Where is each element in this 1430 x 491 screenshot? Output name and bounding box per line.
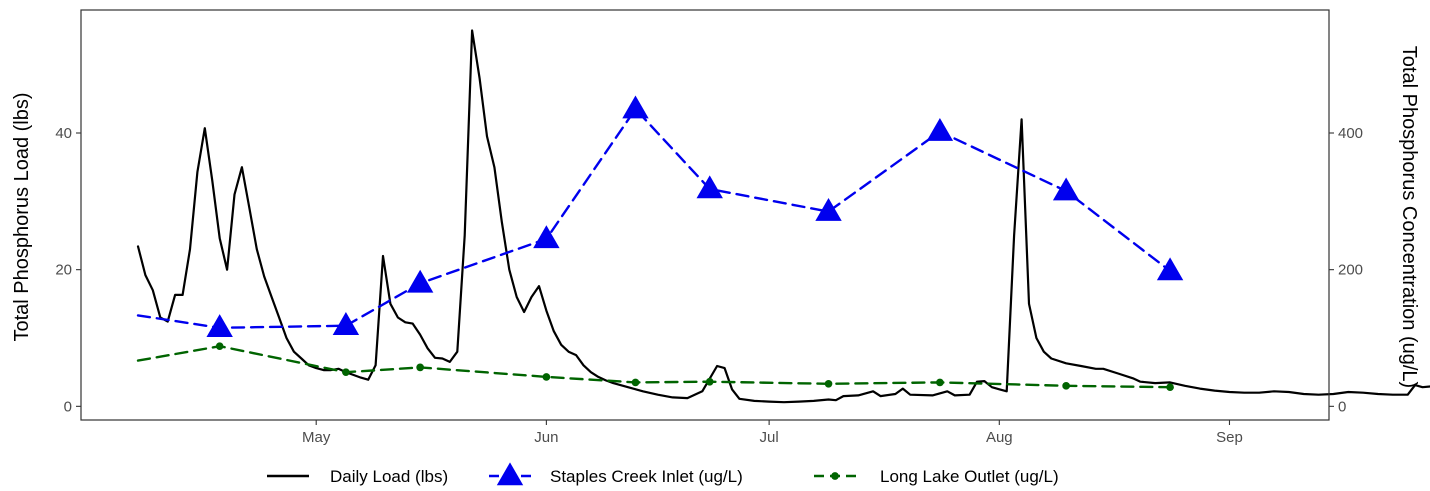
y-right-tick-label: 400 <box>1338 125 1363 142</box>
series-2-point-0 <box>215 342 224 351</box>
y-left-tick-label: 0 <box>64 398 72 415</box>
series-2-point-6 <box>824 379 833 388</box>
legend: Daily Load (lbs) Staples Creek Inlet (ug/… <box>267 462 1059 486</box>
series-2-point-2 <box>416 363 424 372</box>
series-1-point-1 <box>332 312 360 335</box>
y-right-tick-label: 0 <box>1338 398 1346 415</box>
series-line-1 <box>136 107 1172 329</box>
series-2-point-1 <box>342 368 350 377</box>
series-1-point-6 <box>815 197 842 221</box>
series-line-0 <box>136 29 1430 404</box>
series-1-point-8 <box>1052 177 1080 201</box>
series-line-2 <box>136 345 1172 389</box>
series-2-point-5 <box>705 377 714 386</box>
y-axis-left-title: Total Phosphorus Load (lbs) <box>11 92 33 341</box>
legend-key-marker-2 <box>831 472 839 480</box>
series-1-point-0 <box>206 314 233 337</box>
series-2-point-8 <box>1062 381 1070 390</box>
x-tick-label: Sep <box>1216 429 1243 446</box>
y-left-tick-label: 20 <box>55 262 72 279</box>
series-2-point-9 <box>1166 383 1174 392</box>
series-1-point-4 <box>622 95 649 119</box>
series-2-point-3 <box>542 373 551 381</box>
series-1-point-9 <box>1156 257 1184 281</box>
legend-label-1: Staples Creek Inlet (ug/L) <box>550 467 743 486</box>
series-1-point-3 <box>533 225 560 249</box>
y-axis-right-title: Total Phosphorus Concentration (ug/L) <box>1398 46 1420 388</box>
x-tick-label: Aug <box>986 429 1013 446</box>
series-2-point-7 <box>936 378 944 387</box>
series-1-point-2 <box>406 269 434 293</box>
series-1-point-5 <box>696 175 723 199</box>
legend-key-marker-1 <box>496 462 524 486</box>
series-2-point-4 <box>631 378 640 387</box>
x-tick-label: May <box>302 429 331 446</box>
series-1-point-7 <box>926 117 954 141</box>
y-right-tick-label: 200 <box>1338 262 1363 279</box>
y-left-tick-label: 40 <box>55 125 72 142</box>
legend-label-2: Long Lake Outlet (ug/L) <box>880 467 1059 486</box>
legend-label-0: Daily Load (lbs) <box>330 467 448 486</box>
plot-marks <box>136 29 1430 404</box>
plot-frame <box>80 9 1330 421</box>
x-tick-label: Jul <box>760 429 779 446</box>
x-tick-label: Jun <box>534 429 558 446</box>
